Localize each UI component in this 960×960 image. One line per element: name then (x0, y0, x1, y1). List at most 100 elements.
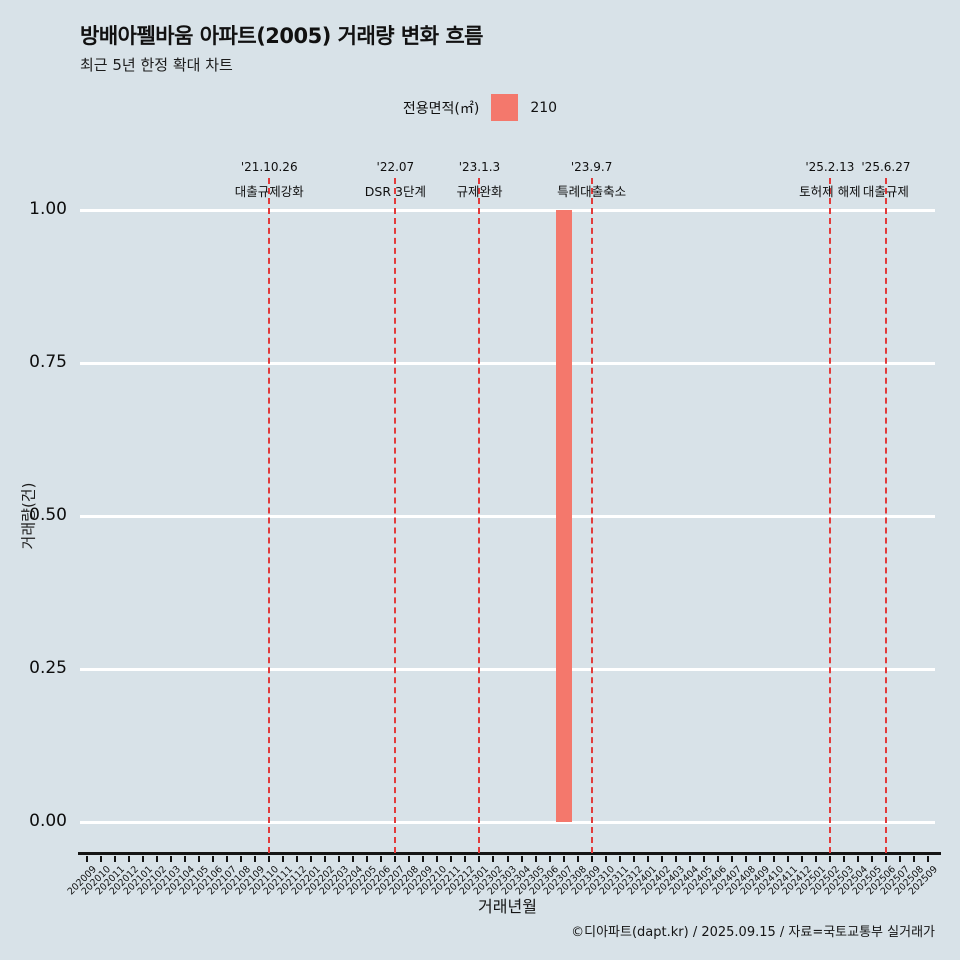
legend-series-name: 210 (530, 99, 558, 116)
legend-swatch (491, 94, 519, 121)
x-tick-mark (702, 856, 705, 862)
x-tick-mark (86, 856, 88, 862)
event-line-202110 (268, 178, 271, 853)
x-tick-mark (562, 856, 565, 862)
x-tick-mark (310, 856, 313, 862)
x-tick-mark (226, 856, 229, 862)
event-date: '23.1.3 (458, 160, 501, 174)
x-tick-mark (520, 856, 523, 862)
event-date: '23.9.7 (570, 160, 613, 174)
x-tick-mark (114, 856, 117, 862)
x-tick-mark (660, 856, 663, 862)
x-tick-mark (212, 856, 215, 862)
x-tick-mark (240, 856, 243, 862)
x-tick-mark (450, 856, 453, 862)
x-tick-mark (128, 856, 131, 862)
x-tick-mark (688, 856, 691, 862)
x-tick-mark (394, 856, 397, 862)
x-tick-mark (772, 856, 775, 862)
legend-label: 전용면적(㎡) (402, 100, 480, 117)
event-date: '22.07 (376, 160, 415, 174)
event-line-202301 (478, 178, 481, 853)
event-line-202309 (590, 178, 593, 853)
y-tick-label: 0.75 (29, 352, 67, 372)
x-tick-mark (814, 856, 817, 862)
x-tick-mark (352, 856, 355, 862)
x-tick-mark (870, 856, 873, 862)
x-tick-mark (912, 856, 915, 862)
x-tick-mark (268, 856, 271, 862)
x-tick-mark (646, 856, 649, 862)
event-label: 토허제 해제 (799, 184, 861, 199)
x-tick-mark (436, 856, 439, 862)
x-tick-mark (618, 856, 621, 862)
chart-subtitle: 최근 5년 한정 확대 차트 (80, 56, 233, 74)
x-tick-mark (478, 856, 481, 862)
event-label: 규제완화 (456, 184, 503, 199)
event-line-202207 (394, 178, 397, 853)
x-tick-mark (786, 856, 789, 862)
event-line-202506 (884, 178, 887, 853)
x-tick-mark (576, 856, 579, 862)
x-tick-mark (506, 856, 509, 862)
x-tick-mark (464, 856, 467, 862)
x-tick-mark (716, 856, 719, 862)
x-tick-mark (254, 856, 257, 862)
gridline (80, 514, 935, 518)
event-label: 특례대출축소 (557, 184, 627, 199)
gridline (80, 361, 935, 365)
x-tick-mark (800, 856, 803, 862)
y-tick-label: 0.25 (29, 658, 67, 678)
event-label: 대출규제강화 (234, 184, 304, 199)
event-date: '21.10.26 (240, 160, 298, 174)
x-tick-mark (492, 856, 495, 862)
x-tick-mark (142, 856, 145, 862)
x-tick-mark (156, 856, 159, 862)
y-tick-label: 0.50 (29, 505, 67, 525)
x-tick-mark (744, 856, 747, 862)
x-tick-mark (184, 856, 187, 862)
x-tick-mark (170, 856, 173, 862)
x-tick-mark (632, 856, 635, 862)
x-tick-mark (534, 856, 537, 862)
x-tick-mark (898, 856, 901, 862)
footer-credit: ©디아파트(dapt.kr) / 2025.09.15 / 자료=국토교통부 실… (571, 925, 935, 940)
gridline (80, 820, 935, 824)
x-axis-title: 거래년월 (478, 897, 537, 916)
x-tick-mark (674, 856, 677, 862)
x-tick-mark (282, 856, 285, 862)
x-tick-mark (828, 856, 831, 862)
x-tick-mark (422, 856, 425, 862)
x-tick-mark (604, 856, 607, 862)
x-tick-mark (884, 856, 887, 862)
x-tick-mark (758, 856, 761, 862)
y-tick-label: 1.00 (29, 199, 67, 219)
bar-202307 (555, 210, 572, 822)
x-tick-mark (926, 856, 929, 862)
x-tick-mark (380, 856, 383, 862)
x-tick-mark (338, 856, 341, 862)
chart-title: 방배아펠바움 아파트(2005) 거래량 변화 흐름 (80, 24, 484, 48)
x-tick-mark (842, 856, 845, 862)
event-date: '25.2.13 (805, 160, 855, 174)
x-tick-mark (198, 856, 201, 862)
event-label: 대출규제 (862, 184, 909, 199)
x-tick-mark (856, 856, 859, 862)
x-tick-mark (366, 856, 369, 862)
x-tick-mark (590, 856, 593, 862)
x-tick-mark (408, 856, 411, 862)
y-tick-label: 0.00 (29, 811, 67, 831)
x-tick-mark (548, 856, 551, 862)
event-date: '25.6.27 (861, 160, 911, 174)
event-line-202502 (828, 178, 831, 853)
gridline (80, 667, 935, 671)
x-tick-mark (730, 856, 733, 862)
x-tick-mark (100, 856, 103, 862)
x-tick-mark (296, 856, 299, 862)
x-tick-mark (324, 856, 327, 862)
legend: 전용면적(㎡) 210 (0, 94, 960, 121)
event-label: DSR 3단계 (364, 184, 426, 199)
gridline (80, 208, 935, 212)
x-axis-line (78, 852, 941, 855)
